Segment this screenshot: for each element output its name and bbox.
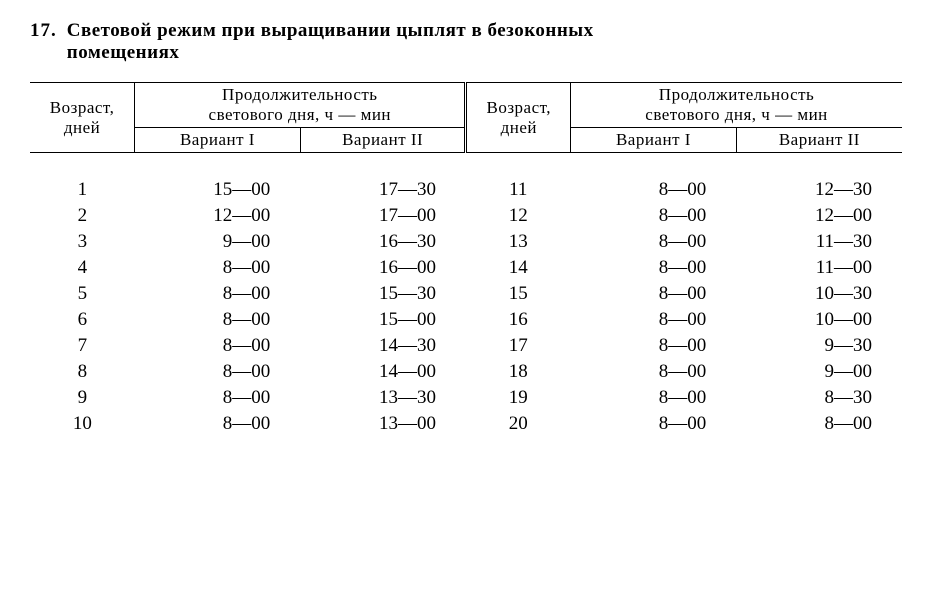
title-number: 17. <box>30 20 57 64</box>
cell-v1: 8—00 <box>135 411 301 437</box>
table-body: 115—0017—30118—0012—30212—0017—00128—001… <box>30 153 902 438</box>
cell-v2: 10—00 <box>736 307 902 333</box>
cell-v2: 16—00 <box>300 255 466 281</box>
table-row: 115—0017—30118—0012—30 <box>30 177 902 203</box>
cell-v2: 15—30 <box>300 281 466 307</box>
cell-v1: 8—00 <box>135 255 301 281</box>
cell-v1: 8—00 <box>571 229 737 255</box>
cell-v2: 17—00 <box>300 203 466 229</box>
cell-v1: 8—00 <box>571 203 737 229</box>
cell-age: 15 <box>466 281 571 307</box>
cell-v1: 15—00 <box>135 177 301 203</box>
cell-v1: 8—00 <box>135 385 301 411</box>
cell-v2: 12—30 <box>736 177 902 203</box>
cell-v2: 9—00 <box>736 359 902 385</box>
cell-age: 9 <box>30 385 135 411</box>
cell-v1: 8—00 <box>135 359 301 385</box>
header-variant1-left: Вариант I <box>135 128 301 153</box>
cell-v2: 17—30 <box>300 177 466 203</box>
header-age-right: Возраст, дней <box>466 83 571 153</box>
table-row: 58—0015—30158—0010—30 <box>30 281 902 307</box>
cell-v1: 8—00 <box>571 255 737 281</box>
cell-v1: 8—00 <box>135 281 301 307</box>
cell-v2: 12—00 <box>736 203 902 229</box>
cell-v2: 11—30 <box>736 229 902 255</box>
cell-age: 1 <box>30 177 135 203</box>
cell-age: 17 <box>466 333 571 359</box>
cell-age: 4 <box>30 255 135 281</box>
cell-v2: 16—30 <box>300 229 466 255</box>
cell-v2: 14—00 <box>300 359 466 385</box>
title-line1: Световой режим при выращивании цыплят в … <box>67 20 594 42</box>
cell-age: 3 <box>30 229 135 255</box>
cell-age: 7 <box>30 333 135 359</box>
cell-v1: 8—00 <box>571 385 737 411</box>
cell-age: 2 <box>30 203 135 229</box>
cell-v1: 8—00 <box>571 411 737 437</box>
cell-age: 12 <box>466 203 571 229</box>
cell-v2: 13—30 <box>300 385 466 411</box>
header-variant1-right: Вариант I <box>571 128 737 153</box>
cell-v1: 8—00 <box>571 307 737 333</box>
table-row: 78—0014—30178—009—30 <box>30 333 902 359</box>
cell-v1: 8—00 <box>571 359 737 385</box>
cell-v2: 11—00 <box>736 255 902 281</box>
cell-v1: 8—00 <box>135 307 301 333</box>
cell-v1: 8—00 <box>571 281 737 307</box>
cell-v1: 12—00 <box>135 203 301 229</box>
cell-age: 14 <box>466 255 571 281</box>
table-row: 88—0014—00188—009—00 <box>30 359 902 385</box>
header-duration-left: Продолжительность светового дня, ч — мин <box>135 83 466 128</box>
cell-v1: 8—00 <box>571 333 737 359</box>
header-variant2-right: Вариант II <box>736 128 902 153</box>
table-row: 212—0017—00128—0012—00 <box>30 203 902 229</box>
cell-v2: 8—30 <box>736 385 902 411</box>
cell-age: 19 <box>466 385 571 411</box>
cell-age: 13 <box>466 229 571 255</box>
cell-age: 6 <box>30 307 135 333</box>
lighting-schedule-table: Возраст, дней Продолжительность световог… <box>30 82 902 437</box>
title-line2: помещениях <box>67 42 594 64</box>
table-row: 68—0015—00168—0010—00 <box>30 307 902 333</box>
cell-v2: 14—30 <box>300 333 466 359</box>
table-row: 48—0016—00148—0011—00 <box>30 255 902 281</box>
cell-v1: 8—00 <box>135 333 301 359</box>
cell-v2: 13—00 <box>300 411 466 437</box>
cell-age: 11 <box>466 177 571 203</box>
cell-age: 18 <box>466 359 571 385</box>
table-row: 39—0016—30138—0011—30 <box>30 229 902 255</box>
cell-age: 10 <box>30 411 135 437</box>
header-age-left: Возраст, дней <box>30 83 135 153</box>
cell-v2: 8—00 <box>736 411 902 437</box>
cell-v2: 15—00 <box>300 307 466 333</box>
table-title: 17. Световой режим при выращивании цыпля… <box>30 20 902 64</box>
cell-age: 5 <box>30 281 135 307</box>
cell-v1: 9—00 <box>135 229 301 255</box>
cell-v2: 10—30 <box>736 281 902 307</box>
cell-age: 20 <box>466 411 571 437</box>
header-variant2-left: Вариант II <box>300 128 466 153</box>
cell-age: 8 <box>30 359 135 385</box>
table-row: 108—0013—00208—008—00 <box>30 411 902 437</box>
cell-v1: 8—00 <box>571 177 737 203</box>
header-duration-right: Продолжительность светового дня, ч — мин <box>571 83 902 128</box>
cell-age: 16 <box>466 307 571 333</box>
cell-v2: 9—30 <box>736 333 902 359</box>
table-row: 98—0013—30198—008—30 <box>30 385 902 411</box>
